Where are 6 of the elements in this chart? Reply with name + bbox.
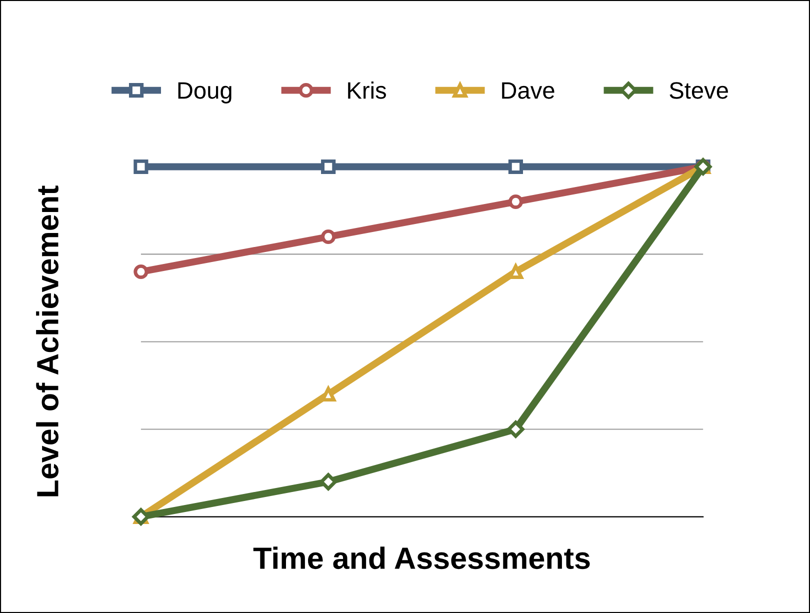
legend-label: Steve — [670, 82, 728, 99]
legend-label: Doug — [178, 82, 232, 104]
legend-label: Kris — [348, 81, 386, 99]
x-axis-title: Time and Assessments — [253, 546, 590, 570]
y-axis-title: Level of Achievement — [36, 186, 59, 496]
legend-label: Dave — [502, 82, 554, 99]
